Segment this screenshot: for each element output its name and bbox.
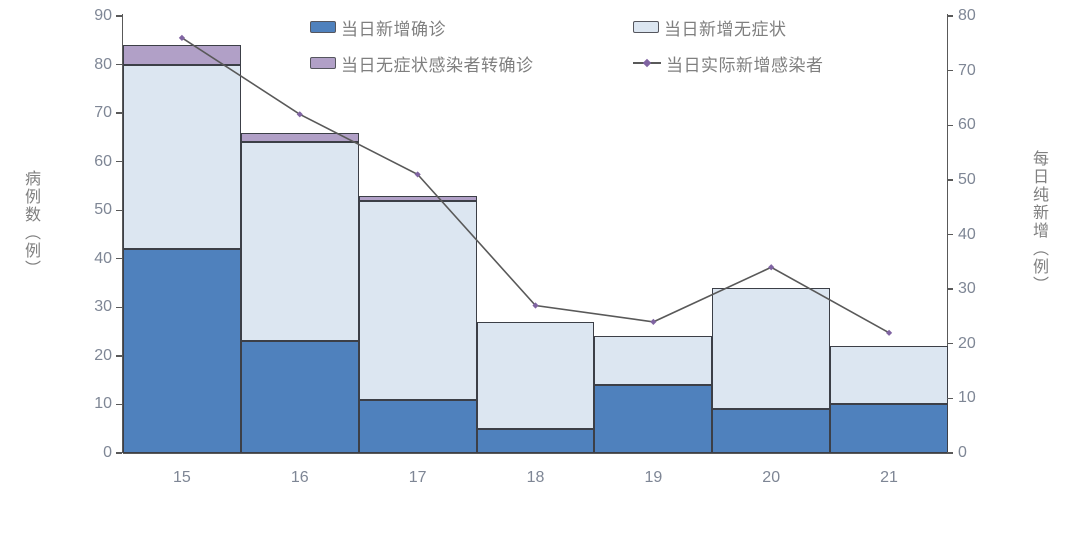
- legend-label-new-confirmed: 当日新增确诊: [341, 19, 446, 39]
- right-axis-tick-label: 50: [958, 170, 976, 188]
- left-axis-tick-label: 50: [94, 201, 112, 219]
- right-axis-line: [947, 14, 949, 453]
- x-axis-category-label: 16: [290, 469, 309, 486]
- left-axis-line: [122, 14, 124, 453]
- legend-item-new-asymptomatic: 当日新增无症状: [633, 17, 787, 39]
- right-axis-tick-label: 40: [958, 225, 976, 243]
- bar-segment-asymptomatic: [123, 64, 241, 250]
- right-axis-tick-label: 0: [958, 444, 967, 461]
- bar-segment-converted: [358, 195, 477, 201]
- right-axis-tick: [947, 69, 953, 72]
- left-axis-tick-label: 80: [94, 55, 112, 73]
- legend-swatch-converted-confirmed: [310, 57, 336, 69]
- left-axis-title: 病例数（例）: [22, 170, 39, 278]
- bar-segment-asymptomatic: [240, 142, 359, 342]
- left-axis-tick-label: 90: [94, 7, 112, 24]
- left-axis-tick-label: 60: [94, 152, 112, 170]
- line-diamond-marker: [650, 318, 657, 325]
- bar-segment-confirmed: [476, 428, 595, 453]
- bar-segment-confirmed: [123, 249, 241, 453]
- bar-segment-asymptomatic: [476, 321, 595, 429]
- left-axis-tick-label: 30: [94, 298, 112, 316]
- bar-segment-confirmed: [712, 409, 831, 453]
- line-diamond-marker: [885, 329, 893, 336]
- right-axis-tick: [947, 343, 953, 345]
- legend-item-converted-confirmed: 当日无症状感染者转确诊: [310, 53, 534, 75]
- right-axis-tick: [947, 452, 953, 454]
- left-axis-tick: [116, 160, 122, 163]
- right-axis-tick: [947, 179, 953, 181]
- left-axis-tick: [116, 403, 122, 406]
- left-axis-tick-label: 40: [94, 249, 112, 267]
- actual-new-infections-line: [181, 37, 890, 334]
- left-axis-tick: [116, 112, 122, 114]
- right-axis-tick: [947, 124, 953, 126]
- left-axis-tick-label: 70: [94, 104, 112, 122]
- right-axis-tick: [947, 288, 953, 290]
- right-axis-tick: [947, 15, 953, 17]
- legend-line-diamond-marker: [642, 58, 652, 68]
- legend-label-new-asymptomatic: 当日新增无症状: [664, 19, 787, 39]
- legend-item-actual-new-infections: 当日实际新增感染者: [633, 53, 824, 75]
- legend-label-actual-new-infections: 当日实际新增感染者: [666, 55, 824, 75]
- x-axis-category-label: 15: [173, 469, 191, 486]
- line-diamond-marker: [532, 302, 539, 309]
- bar-segment-converted: [123, 45, 241, 65]
- plot-area: [123, 16, 948, 453]
- x-axis-line: [123, 452, 948, 454]
- left-axis-tick: [116, 209, 122, 211]
- x-axis-category-label: 18: [526, 469, 545, 486]
- left-axis-tick: [116, 306, 122, 309]
- legend-line-marker-symbol: [633, 57, 661, 69]
- bar-segment-confirmed: [830, 404, 948, 453]
- bar-segment-asymptomatic: [712, 287, 831, 410]
- bar-segment-confirmed: [594, 385, 713, 453]
- bar-segment-asymptomatic: [358, 200, 477, 400]
- x-axis-category-label: 19: [644, 469, 663, 486]
- right-axis-tick: [947, 397, 953, 400]
- line-diamond-marker: [178, 34, 186, 41]
- line-diamond-marker: [296, 111, 303, 118]
- left-axis-tick: [116, 63, 122, 66]
- right-axis-tick-label: 10: [958, 389, 976, 407]
- line-diamond-marker: [768, 264, 775, 271]
- legend-label-converted-confirmed: 当日无症状感染者转确诊: [341, 55, 534, 75]
- legend-item-new-confirmed: 当日新增确诊: [310, 17, 446, 39]
- right-axis-tick: [947, 233, 953, 236]
- bar-segment-asymptomatic: [594, 336, 713, 386]
- right-axis-tick-label: 20: [958, 334, 976, 352]
- right-axis-tick-label: 70: [958, 61, 976, 79]
- right-axis-title: 每日纯新增（例）: [1030, 150, 1047, 294]
- bar-segment-converted: [240, 132, 359, 143]
- bar-segment-asymptomatic: [830, 346, 948, 405]
- left-axis-tick: [116, 452, 122, 454]
- left-axis-tick: [116, 15, 122, 17]
- left-axis-tick-label: 10: [94, 395, 112, 413]
- bar-segment-confirmed: [358, 399, 477, 453]
- x-axis-category-label: 20: [762, 469, 781, 486]
- right-axis-tick-label: 60: [958, 116, 976, 134]
- right-axis-tick-label: 80: [958, 7, 976, 24]
- legend-swatch-new-asymptomatic: [633, 21, 659, 33]
- left-axis-tick-label: 20: [94, 346, 112, 364]
- x-axis-category-label: 21: [880, 469, 898, 486]
- line-diamond-marker: [414, 171, 421, 178]
- bar-segment-confirmed: [240, 341, 359, 453]
- legend-swatch-new-confirmed: [310, 21, 336, 33]
- left-axis-tick: [116, 355, 122, 357]
- right-axis-tick-label: 30: [958, 280, 976, 298]
- x-axis-category-label: 17: [408, 469, 427, 486]
- left-axis-tick-label: 0: [103, 444, 112, 461]
- line-overlay: [178, 34, 893, 336]
- left-axis-tick: [116, 258, 122, 260]
